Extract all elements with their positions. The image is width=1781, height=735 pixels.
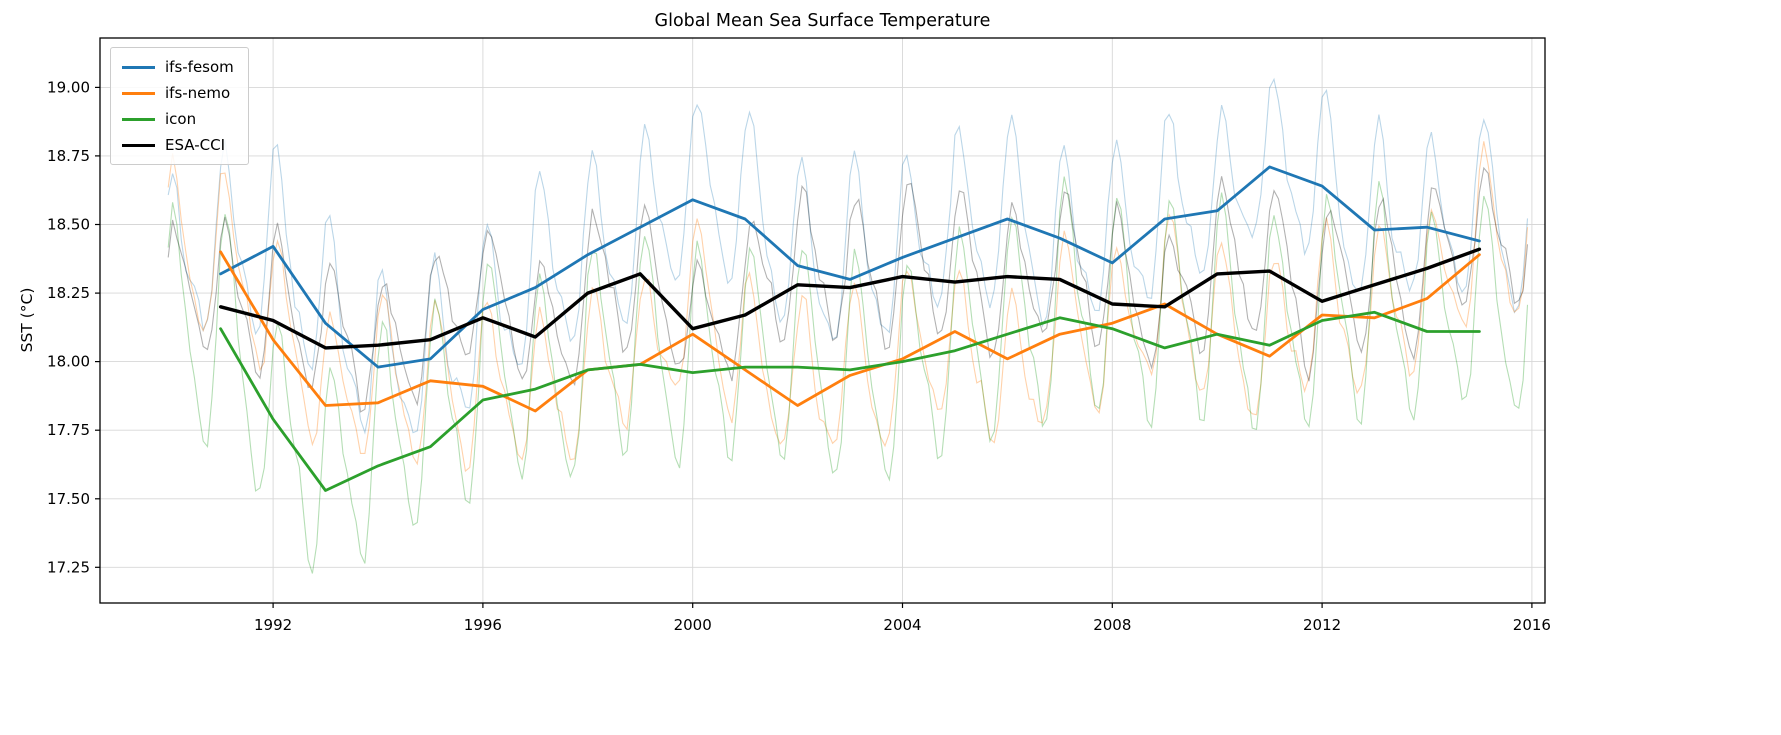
legend-line-swatch: [122, 91, 155, 95]
x-tick-label: 2012: [1303, 616, 1341, 634]
legend-label: ifs-nemo: [165, 84, 231, 102]
line-ESA-CCI-monthly: [167, 166, 1529, 413]
y-tick-label: 17.75: [47, 421, 90, 439]
legend-line-swatch: [122, 65, 155, 69]
legend-item-ifs-nemo: ifs-nemo: [122, 84, 234, 102]
y-tick-label: 17.25: [47, 558, 90, 576]
legend-label: ifs-fesom: [165, 58, 234, 76]
gridlines: [100, 38, 1545, 603]
x-tick-label: 2000: [674, 616, 712, 634]
y-tick-label: 19.00: [47, 78, 90, 96]
legend-label: icon: [165, 110, 197, 128]
axis-ticks: 1992 1996 2000 2004 2008 2012 2016 17.25 17.50 17…: [47, 78, 1551, 634]
x-tick-label: 1996: [464, 616, 502, 634]
legend-line-swatch: [122, 117, 155, 121]
line-ifs-nemo-monthly: [167, 141, 1529, 473]
legend-item-ifs-fesom: ifs-fesom: [122, 58, 234, 76]
line-ifs-fesom-annual: [219, 165, 1481, 369]
legend-line-swatch: [122, 143, 155, 147]
annual-lines: [218, 165, 1482, 492]
y-axis-label: SST (°C): [18, 287, 36, 353]
y-tick-label: 18.25: [47, 284, 90, 302]
x-tick-label: 1992: [254, 616, 292, 634]
monthly-lines: [167, 77, 1529, 574]
y-tick-label: 18.50: [47, 216, 90, 234]
line-ESA-CCI-annual: [218, 247, 1482, 350]
x-tick-label: 2008: [1093, 616, 1131, 634]
y-tick-label: 17.50: [47, 490, 90, 508]
chart-title: Global Mean Sea Surface Temperature: [654, 11, 991, 31]
legend-label: ESA-CCI: [165, 136, 225, 154]
line-ifs-nemo-annual: [219, 250, 1481, 413]
y-tick-label: 18.75: [47, 147, 90, 165]
legend-item-esa-cci: ESA-CCI: [122, 136, 234, 154]
legend-item-icon: icon: [122, 110, 234, 128]
x-tick-label: 2004: [883, 616, 921, 634]
line-icon-annual: [219, 310, 1481, 492]
legend: ifs-fesom ifs-nemo icon ESA-CCI: [110, 47, 249, 165]
plot-border: [99, 37, 1546, 604]
x-tick-label: 2016: [1513, 616, 1551, 634]
line-icon-monthly: [167, 176, 1529, 574]
y-tick-label: 18.00: [47, 353, 90, 371]
